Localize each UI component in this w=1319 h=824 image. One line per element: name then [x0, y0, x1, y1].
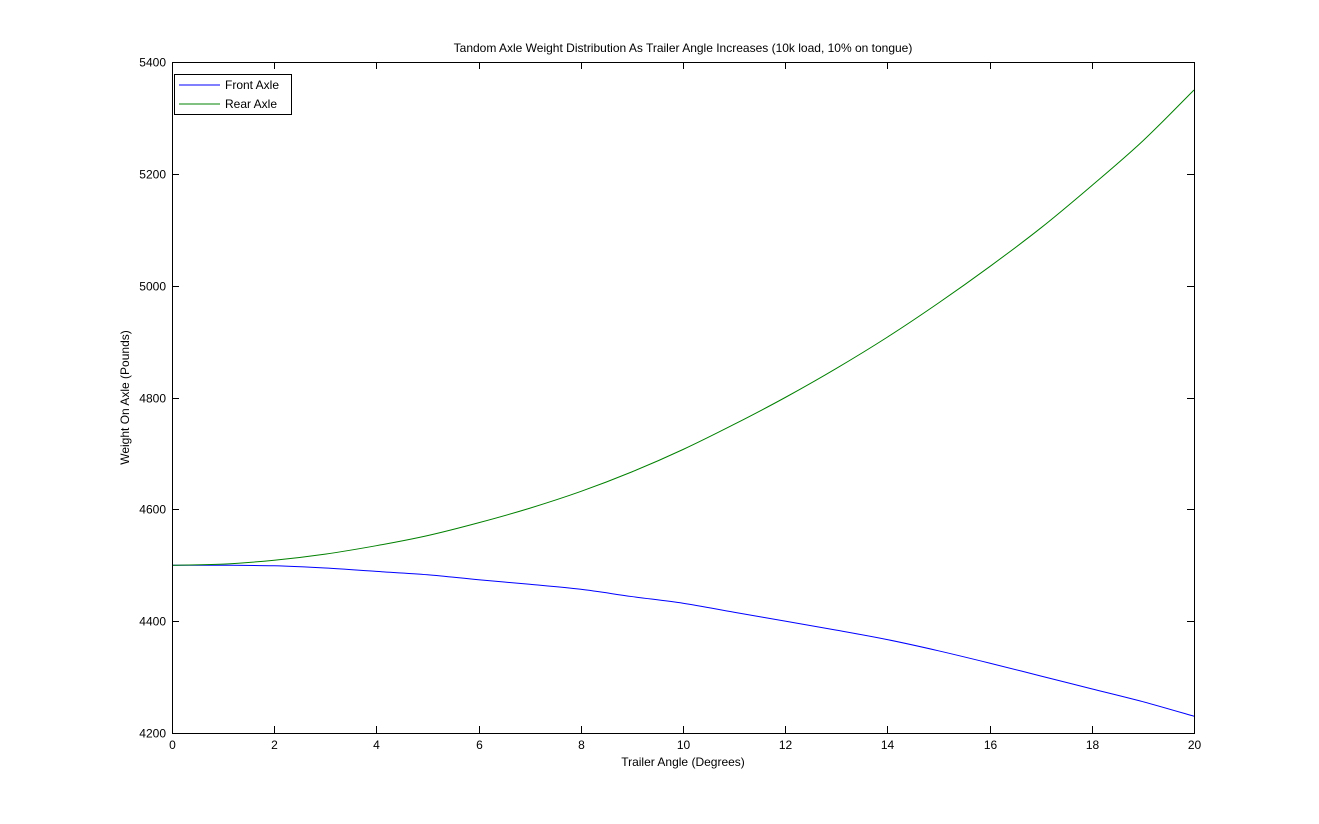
- x-tick-label: 10: [677, 738, 691, 752]
- legend-label-front-axle: Front Axle: [225, 78, 279, 92]
- x-tick-label: 2: [271, 738, 278, 752]
- plot-area: [172, 62, 1194, 733]
- y-tick-label: 5400: [139, 56, 166, 70]
- x-tick-label: 0: [169, 738, 176, 752]
- x-tick-label: 16: [984, 738, 998, 752]
- chart-title: Tandom Axle Weight Distribution As Trail…: [454, 41, 913, 55]
- y-tick-label: 4400: [139, 615, 166, 629]
- x-tick-label: 12: [779, 738, 793, 752]
- legend: Front Axle Rear Axle: [174, 74, 292, 115]
- x-tick-label: 18: [1086, 738, 1100, 752]
- ticks-layer: 0 2 4 6 8 10 12 14 16 18 20 4200 4400 4600 4800 5000 520…: [139, 56, 1201, 753]
- y-tick-label: 5000: [139, 280, 166, 294]
- series-line-front-axle: [171, 564, 1195, 717]
- y-tick-label: 5200: [139, 168, 166, 182]
- y-tick-label: 4200: [139, 727, 166, 741]
- plot-frame: [172, 62, 1195, 734]
- x-tick-label: 4: [373, 738, 380, 752]
- legend-label-rear-axle: Rear Axle: [225, 97, 277, 111]
- x-tick-label: 20: [1188, 738, 1202, 752]
- y-tick-label: 4800: [139, 392, 166, 406]
- x-tick-label: 8: [578, 738, 585, 752]
- legend-box: [174, 74, 292, 115]
- series-line-rear-axle: [171, 89, 1195, 566]
- x-tick-label: 14: [881, 738, 895, 752]
- x-axis-label: Trailer Angle (Degrees): [621, 755, 745, 769]
- series-layer: [171, 89, 1195, 717]
- x-tick-label: 6: [476, 738, 483, 752]
- y-tick-label: 4600: [139, 503, 166, 517]
- y-axis-label: Weight On Axle (Pounds): [118, 330, 132, 465]
